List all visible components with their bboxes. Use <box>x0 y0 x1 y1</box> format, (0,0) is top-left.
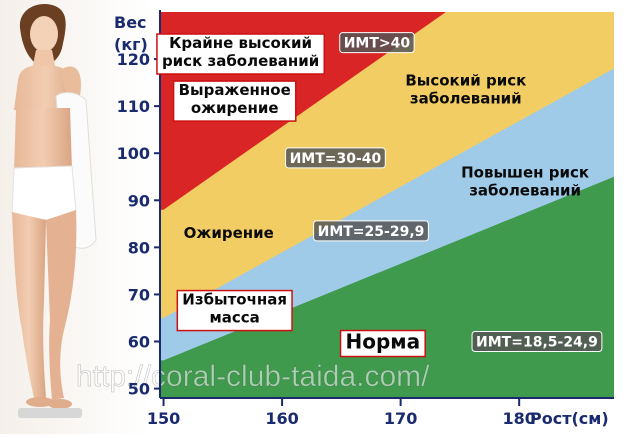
bmi-label-box <box>339 32 415 54</box>
y-tick-label: 50 <box>128 380 150 399</box>
zone-label-text: Крайне высокий <box>169 34 312 52</box>
bmi-label-text: ИМТ=30-40 <box>290 151 382 167</box>
bmi-label: ИМТ>40 <box>339 32 415 54</box>
zone-label-text: масса <box>210 309 260 327</box>
bmi-label-box <box>313 220 429 242</box>
zone-label-text: заболеваний <box>469 181 581 199</box>
zone-label-text: ожирение <box>191 99 279 117</box>
bmi-label: ИМТ=18,5-24,9 <box>471 331 603 353</box>
bmi-label-text: ИМТ=18,5-24,9 <box>476 335 598 351</box>
y-tick-label: 110 <box>117 97 150 116</box>
zone-label-text: Норма <box>346 330 421 354</box>
zone-label-text: Выраженное <box>179 81 291 99</box>
zone-label-text: заболеваний <box>410 90 522 108</box>
axes-layer: 50 60 70 80 90 100 110 120 150 160 170 180 Вес (кг) Ро… <box>114 10 614 428</box>
x-tick-label: 170 <box>384 409 417 428</box>
zone-label-box <box>172 80 297 122</box>
zone-label-box <box>176 289 293 332</box>
zone-label-text: Высокий риск <box>405 72 526 90</box>
watermark-layer: http://coral-club-taida.com/ <box>76 360 431 394</box>
zone-label-box <box>339 329 426 358</box>
bmi-label-box <box>285 147 386 169</box>
y-tick-label: 60 <box>128 333 150 352</box>
y-tick-label: 120 <box>117 50 150 69</box>
watermark-url: http://coral-club-taida.com/ <box>76 360 430 393</box>
woman-photo <box>0 0 150 434</box>
zone-label-normal: Норма <box>339 329 426 358</box>
x-tick-label: 150 <box>147 409 180 428</box>
zone-label-obesity: Ожирение <box>184 224 274 242</box>
y-axis-title: (кг) <box>114 35 148 54</box>
zone-label-text: риск заболеваний <box>162 52 319 70</box>
bmi-label: ИМТ=30-40 <box>285 147 386 169</box>
x-axis-title: Рост(см) <box>530 409 609 428</box>
zone-label-text: Избыточная <box>182 291 287 309</box>
y-axis-title: Вес <box>114 13 147 32</box>
bmi-label-text: ИМТ>40 <box>344 36 411 52</box>
bmi-label-text: ИМТ=25-29,9 <box>318 224 425 240</box>
y-tick-label: 100 <box>117 144 150 163</box>
bmi-label: ИМТ=25-29,9 <box>313 220 429 242</box>
y-tick-label: 90 <box>128 191 150 210</box>
y-tick-label: 70 <box>128 285 150 304</box>
bmi-label-box <box>471 331 603 353</box>
y-tick-label: 80 <box>128 238 150 257</box>
zone-label-text: Повышен риск <box>461 163 589 181</box>
x-tick-label: 160 <box>265 409 298 428</box>
zone-label-text: Ожирение <box>184 224 274 242</box>
zone-label-box <box>156 33 326 75</box>
x-tick-label: 180 <box>502 409 535 428</box>
